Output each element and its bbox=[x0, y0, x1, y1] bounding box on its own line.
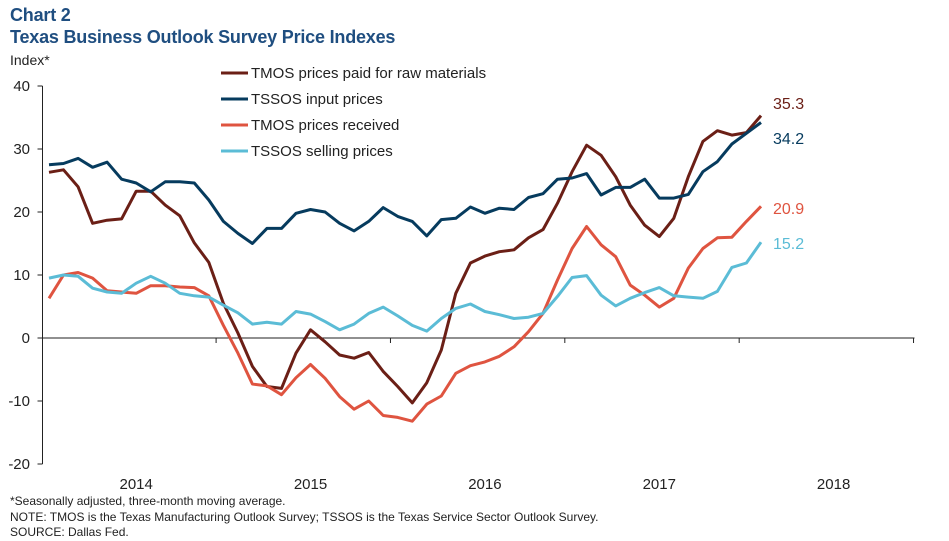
y-tick-label: 30 bbox=[13, 141, 30, 158]
chart-title: Texas Business Outlook Survey Price Inde… bbox=[10, 27, 396, 47]
x-tick-label: 2016 bbox=[468, 476, 501, 493]
y-tick-label: 10 bbox=[13, 267, 30, 284]
footnote-source: SOURCE: Dallas Fed. bbox=[10, 525, 129, 539]
y-tick-label: 20 bbox=[13, 204, 30, 221]
x-tick-label: 2018 bbox=[817, 476, 850, 493]
x-tick-label: 2015 bbox=[294, 476, 327, 493]
footnote-note: NOTE: TMOS is the Texas Manufacturing Ou… bbox=[10, 510, 599, 524]
end-value-label: 15.2 bbox=[773, 236, 804, 253]
footnote-seasonal: *Seasonally adjusted, three-month moving… bbox=[10, 494, 286, 508]
end-value-label: 20.9 bbox=[773, 201, 804, 218]
x-tick-label: 2017 bbox=[643, 476, 676, 493]
legend-label: TSSOS input prices bbox=[251, 91, 383, 108]
legend-label: TMOS prices paid for raw materials bbox=[251, 65, 486, 82]
end-value-label: 34.2 bbox=[773, 131, 804, 148]
series-line-3 bbox=[48, 241, 763, 333]
x-tick-label: 2014 bbox=[119, 476, 152, 493]
series-line-2 bbox=[47, 205, 763, 423]
end-value-label: 35.3 bbox=[773, 96, 804, 113]
y-tick-label: 40 bbox=[13, 78, 30, 95]
y-tick-label: -20 bbox=[8, 456, 30, 473]
y-tick-label: 0 bbox=[22, 330, 30, 347]
y-axis-label: Index* bbox=[10, 52, 50, 68]
series-line-0 bbox=[48, 114, 763, 405]
legend-label: TSSOS selling prices bbox=[251, 143, 393, 160]
legend-label: TMOS prices received bbox=[251, 117, 399, 134]
y-tick-label: -10 bbox=[8, 393, 30, 410]
series-line-1 bbox=[48, 121, 762, 245]
chart-number: Chart 2 bbox=[10, 5, 71, 25]
